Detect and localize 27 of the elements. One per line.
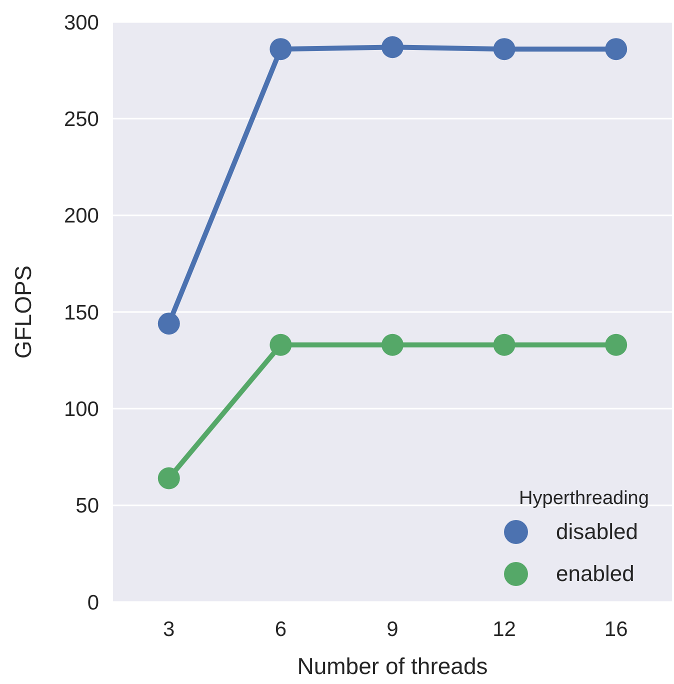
y-axis-title: GFLOPS bbox=[10, 265, 36, 359]
x-tick-label: 3 bbox=[163, 618, 175, 641]
x-axis-title: Number of threads bbox=[297, 653, 488, 679]
point bbox=[158, 312, 180, 335]
point bbox=[158, 467, 180, 490]
point bbox=[605, 38, 628, 60]
legend-label: enabled bbox=[556, 561, 634, 586]
legend-label: disabled bbox=[556, 519, 638, 544]
point bbox=[270, 38, 292, 60]
point bbox=[382, 334, 404, 356]
y-tick-label: 250 bbox=[64, 108, 99, 132]
y-tick-label: 0 bbox=[87, 591, 99, 614]
y-tick-label: 150 bbox=[64, 301, 99, 324]
point bbox=[605, 334, 628, 356]
point bbox=[382, 36, 404, 58]
point bbox=[493, 38, 516, 60]
y-tick-label: 200 bbox=[64, 204, 99, 228]
y-tick-label: 300 bbox=[64, 11, 99, 34]
x-tick-label: 6 bbox=[274, 618, 287, 641]
y-tick-label: 50 bbox=[76, 494, 99, 518]
legend-title: Hyperthreading bbox=[519, 488, 649, 509]
x-tick-label: 16 bbox=[604, 618, 628, 641]
x-tick-label: 12 bbox=[492, 618, 516, 641]
y-tick-label: 100 bbox=[64, 398, 99, 422]
x-tick-label: 9 bbox=[386, 618, 398, 641]
point bbox=[493, 334, 516, 356]
point bbox=[270, 334, 292, 356]
